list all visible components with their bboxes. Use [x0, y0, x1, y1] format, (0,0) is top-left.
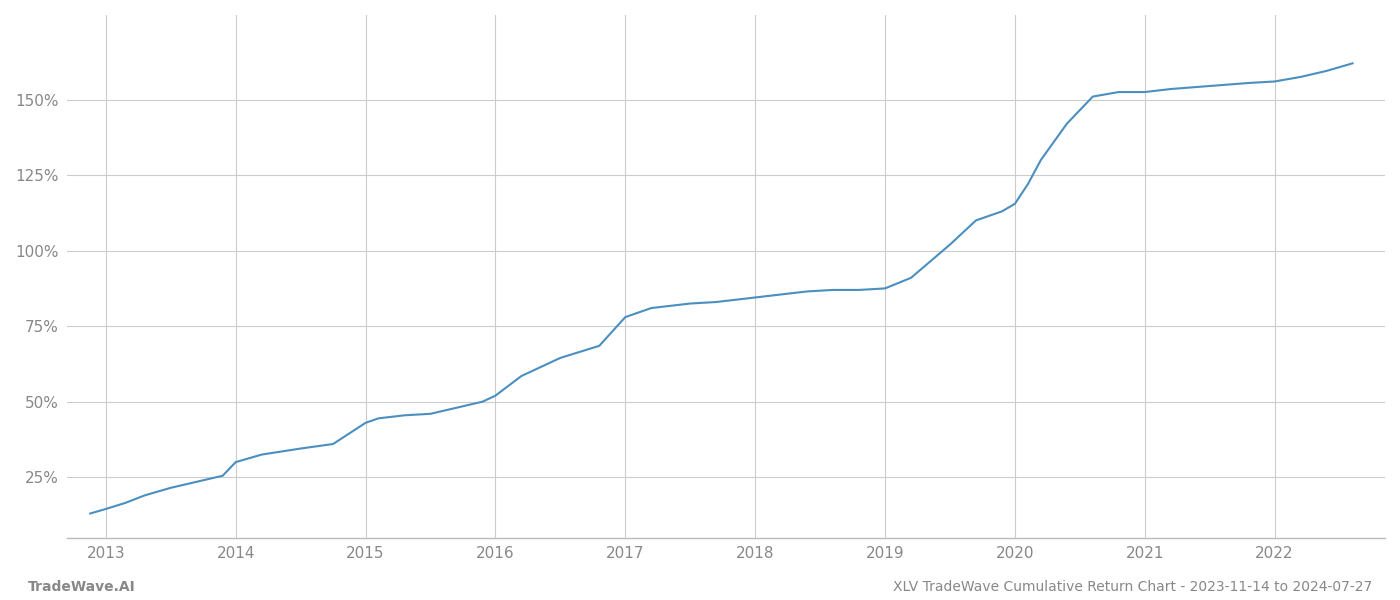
Text: XLV TradeWave Cumulative Return Chart - 2023-11-14 to 2024-07-27: XLV TradeWave Cumulative Return Chart - …	[893, 580, 1372, 594]
Text: TradeWave.AI: TradeWave.AI	[28, 580, 136, 594]
